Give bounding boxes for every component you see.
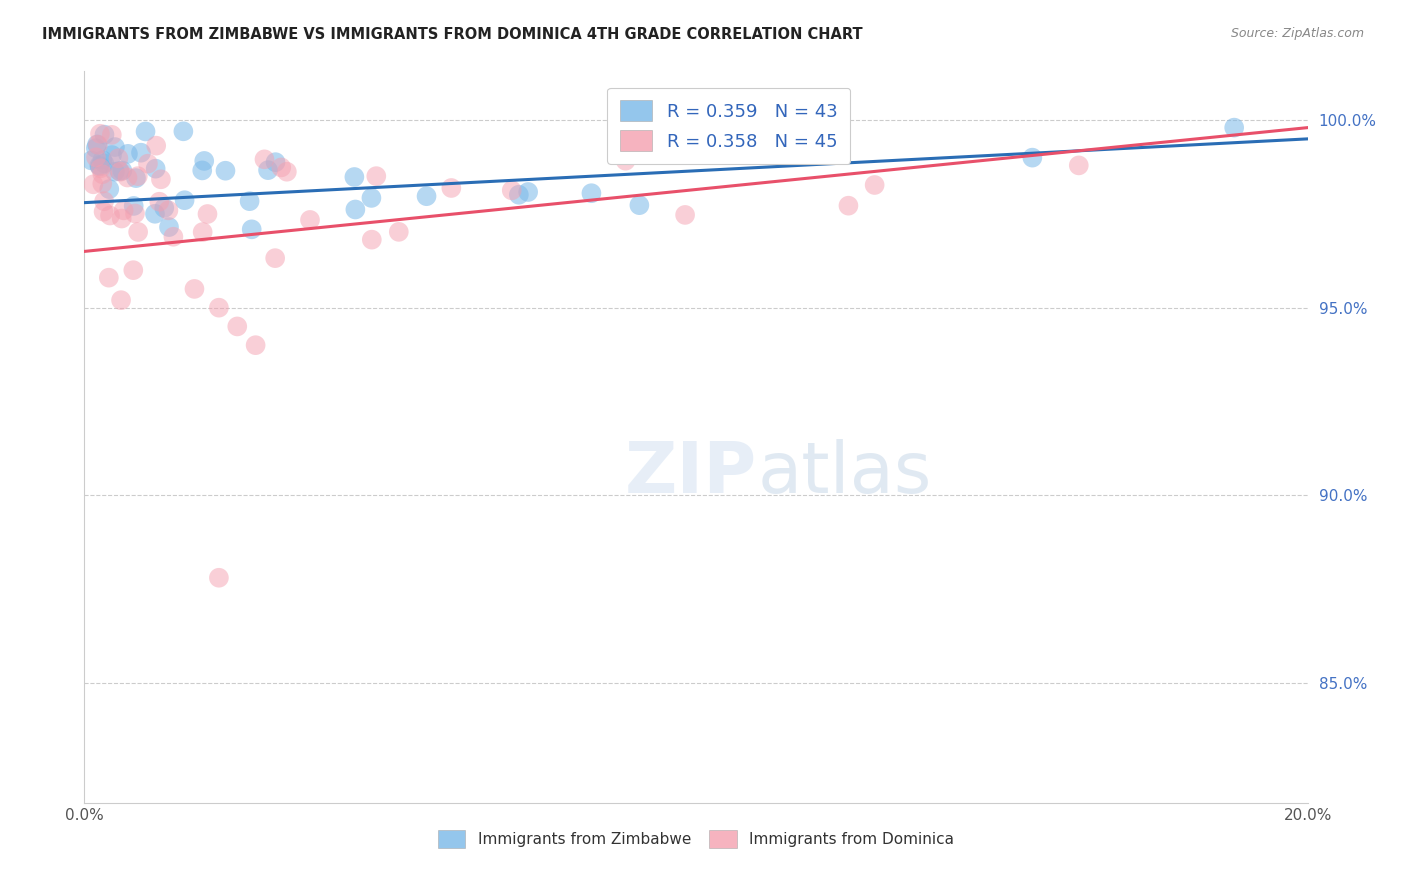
Point	[172, 124, 194, 138]
Point	[89, 160, 111, 174]
Point	[344, 202, 367, 217]
Point	[122, 199, 145, 213]
Text: Source: ZipAtlas.com: Source: ZipAtlas.com	[1230, 27, 1364, 40]
Point	[136, 156, 159, 170]
Point	[173, 193, 195, 207]
Point	[101, 148, 124, 162]
Point	[208, 301, 231, 315]
Point	[107, 151, 129, 165]
Point	[276, 165, 298, 179]
Point	[253, 153, 276, 167]
Point	[628, 198, 651, 212]
Point	[124, 206, 146, 220]
Point	[127, 225, 149, 239]
Point	[581, 186, 603, 201]
Point	[91, 167, 114, 181]
Point	[111, 211, 134, 226]
Point	[143, 207, 166, 221]
Point	[343, 169, 366, 184]
Point	[84, 150, 107, 164]
Text: IMMIGRANTS FROM ZIMBABWE VS IMMIGRANTS FROM DOMINICA 4TH GRADE CORRELATION CHART: IMMIGRANTS FROM ZIMBABWE VS IMMIGRANTS F…	[42, 27, 863, 42]
Point	[108, 164, 131, 178]
Point	[86, 137, 108, 152]
Point	[98, 209, 121, 223]
Point	[264, 155, 287, 169]
Point	[183, 282, 205, 296]
Point	[125, 171, 148, 186]
Point	[366, 169, 388, 183]
Point	[208, 571, 231, 585]
Point	[97, 270, 120, 285]
Point	[226, 319, 249, 334]
Point	[1223, 120, 1246, 135]
Point	[110, 164, 132, 178]
Text: ZIP: ZIP	[624, 439, 758, 508]
Point	[93, 194, 115, 209]
Point	[122, 263, 145, 277]
Point	[89, 127, 111, 141]
Point	[157, 220, 180, 235]
Point	[149, 172, 172, 186]
Point	[87, 137, 110, 152]
Point	[517, 185, 540, 199]
Point	[80, 153, 103, 168]
Point	[508, 187, 530, 202]
Point	[84, 141, 107, 155]
Point	[148, 194, 170, 209]
Point	[214, 163, 236, 178]
Point	[360, 191, 382, 205]
Point	[863, 178, 886, 192]
Point	[193, 153, 215, 168]
Point	[197, 207, 219, 221]
Point	[157, 203, 180, 218]
Point	[191, 225, 214, 239]
Point	[673, 208, 696, 222]
Point	[135, 124, 157, 138]
Point	[153, 201, 176, 215]
Point	[82, 178, 104, 192]
Point	[837, 199, 859, 213]
Point	[1067, 158, 1090, 172]
Point	[145, 161, 167, 176]
Point	[245, 338, 267, 352]
Point	[614, 153, 637, 168]
Point	[101, 128, 124, 142]
Point	[298, 213, 321, 227]
Point	[93, 156, 115, 170]
Point	[104, 140, 127, 154]
Point	[191, 163, 214, 178]
Point	[117, 170, 139, 185]
Point	[91, 153, 114, 167]
Point	[257, 163, 280, 178]
Point	[1021, 151, 1043, 165]
Legend: Immigrants from Zimbabwe, Immigrants from Dominica: Immigrants from Zimbabwe, Immigrants fro…	[432, 824, 960, 854]
Point	[388, 225, 411, 239]
Point	[239, 194, 262, 209]
Point	[104, 164, 127, 178]
Point	[240, 222, 263, 236]
Point	[93, 204, 115, 219]
Point	[501, 183, 523, 197]
Point	[264, 251, 287, 265]
Text: atlas: atlas	[758, 439, 932, 508]
Point	[440, 181, 463, 195]
Point	[90, 161, 112, 176]
Point	[111, 163, 134, 178]
Point	[110, 293, 132, 308]
Point	[415, 189, 437, 203]
Point	[360, 233, 382, 247]
Point	[117, 146, 139, 161]
Point	[89, 158, 111, 172]
Point	[91, 177, 114, 191]
Point	[112, 203, 135, 218]
Point	[162, 229, 184, 244]
Point	[270, 161, 292, 175]
Point	[93, 128, 115, 142]
Point	[98, 182, 121, 196]
Point	[127, 169, 149, 183]
Point	[145, 138, 167, 153]
Point	[129, 145, 152, 160]
